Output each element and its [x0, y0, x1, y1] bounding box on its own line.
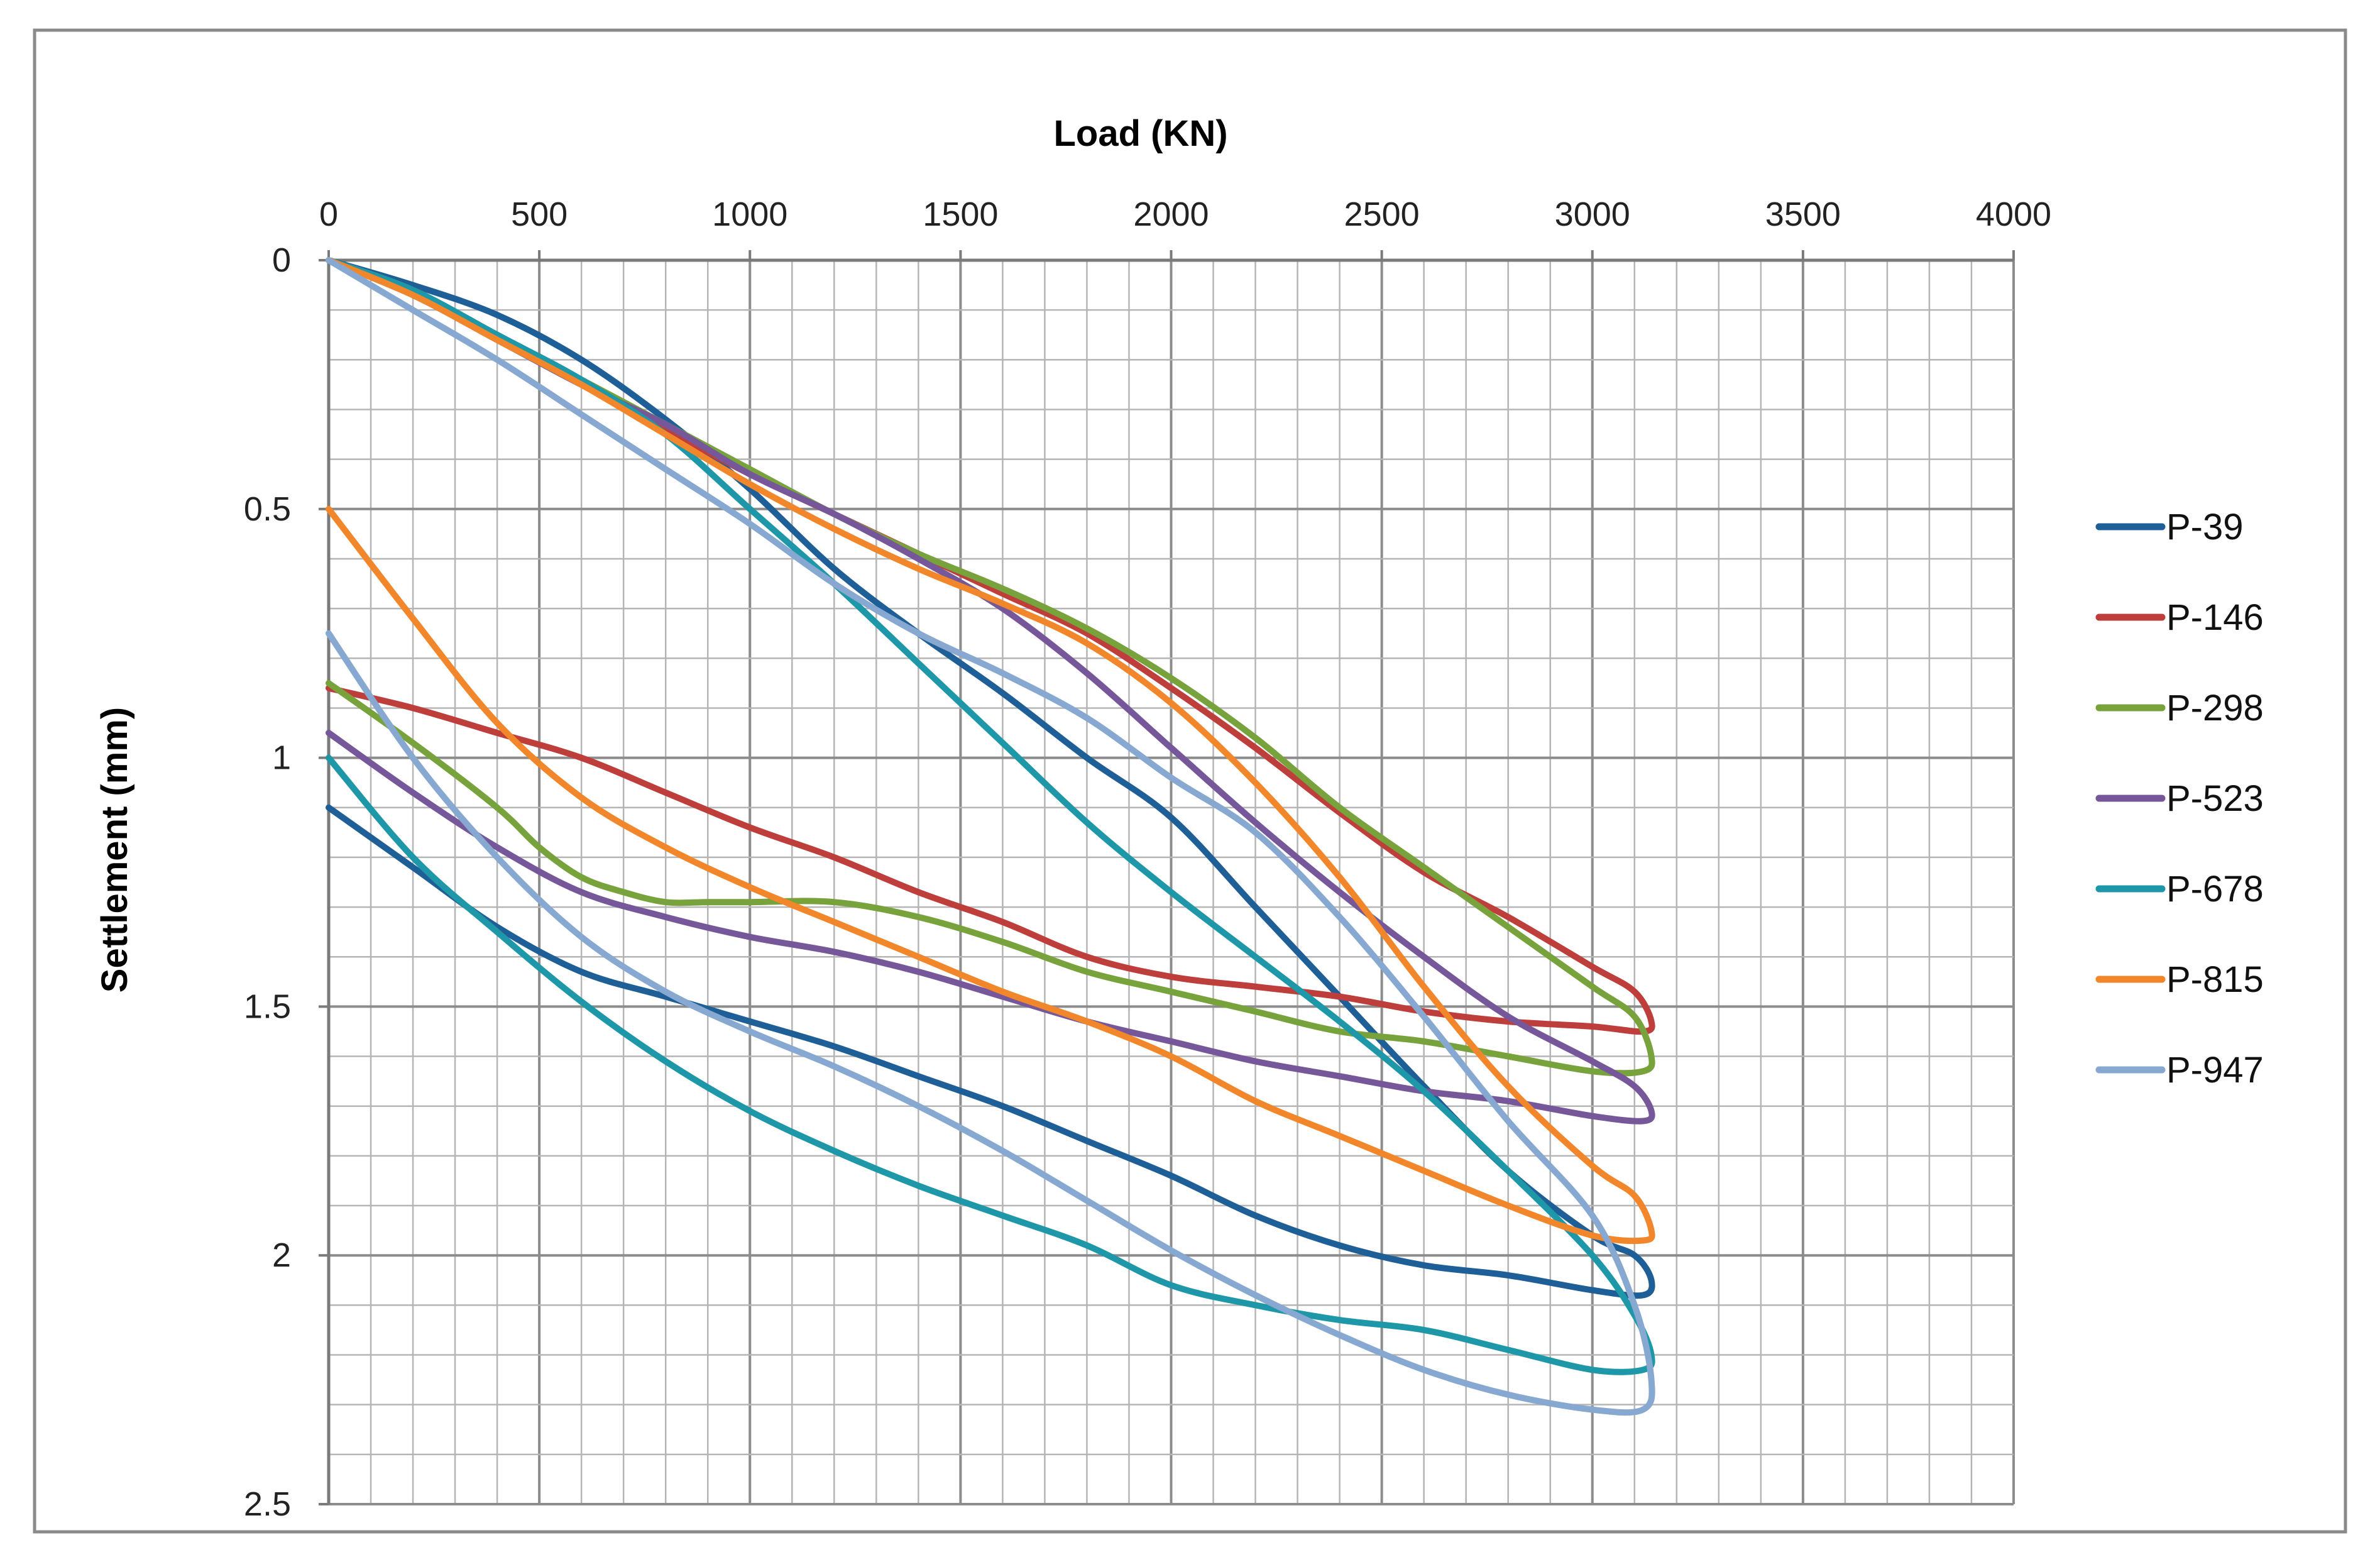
y-tick-label: 0.5	[244, 490, 291, 528]
legend-label: P-678	[2166, 869, 2264, 910]
grid	[327, 259, 2015, 1505]
legend-label: P-523	[2166, 778, 2264, 819]
y-axis-title: Settlement (mm)	[94, 707, 135, 993]
legend-label: P-815	[2166, 959, 2264, 1000]
legend-label: P-947	[2166, 1050, 2264, 1091]
y-tick-label: 2.5	[244, 1485, 291, 1523]
series-line-p-815	[326, 257, 1655, 1245]
series-line-p-39	[326, 257, 1655, 1299]
chart-border	[33, 28, 2347, 1534]
x-tick-label: 500	[511, 195, 568, 233]
legend-label: P-146	[2166, 597, 2264, 638]
x-tick-label: 2500	[1344, 195, 1420, 233]
x-tick-label: 3000	[1555, 195, 1630, 233]
legend-item: P-146	[2095, 597, 2264, 638]
x-tick-label: 1500	[923, 195, 998, 233]
x-tick-label: 4000	[1976, 195, 2051, 233]
legend-item: P-815	[2095, 959, 2264, 1000]
series-group	[326, 257, 1655, 1416]
series-line-p-947	[326, 257, 1655, 1416]
x-axis-title: Load (KN)	[1053, 113, 1227, 154]
x-tick-label: 1000	[712, 195, 787, 233]
x-tick-label: 3500	[1765, 195, 1841, 233]
legend: P-39 P-146 P-298 P-523 P-678 P-815 P-947	[2095, 507, 2264, 1091]
legend-item: P-298	[2095, 688, 2264, 729]
tick-labels: 0 500 1000 1500 2000 2500 3000 3500 4000 0 0.5 1 1.5…	[244, 195, 2051, 1523]
y-tick-label: 1.5	[244, 987, 291, 1025]
y-tick-label: 2	[272, 1236, 291, 1274]
series-line-p-523	[326, 257, 1655, 1125]
legend-item: P-678	[2095, 869, 2264, 910]
x-tick-label: 2000	[1133, 195, 1209, 233]
legend-label: P-298	[2166, 688, 2264, 729]
axes	[319, 250, 2015, 1505]
legend-item: P-523	[2095, 778, 2264, 819]
legend-label: P-39	[2166, 507, 2244, 547]
y-tick-label: 0	[272, 241, 291, 279]
x-tick-label: 0	[319, 195, 338, 233]
legend-item: P-39	[2095, 507, 2244, 547]
legend-item: P-947	[2095, 1050, 2264, 1091]
y-tick-label: 1	[272, 739, 291, 777]
